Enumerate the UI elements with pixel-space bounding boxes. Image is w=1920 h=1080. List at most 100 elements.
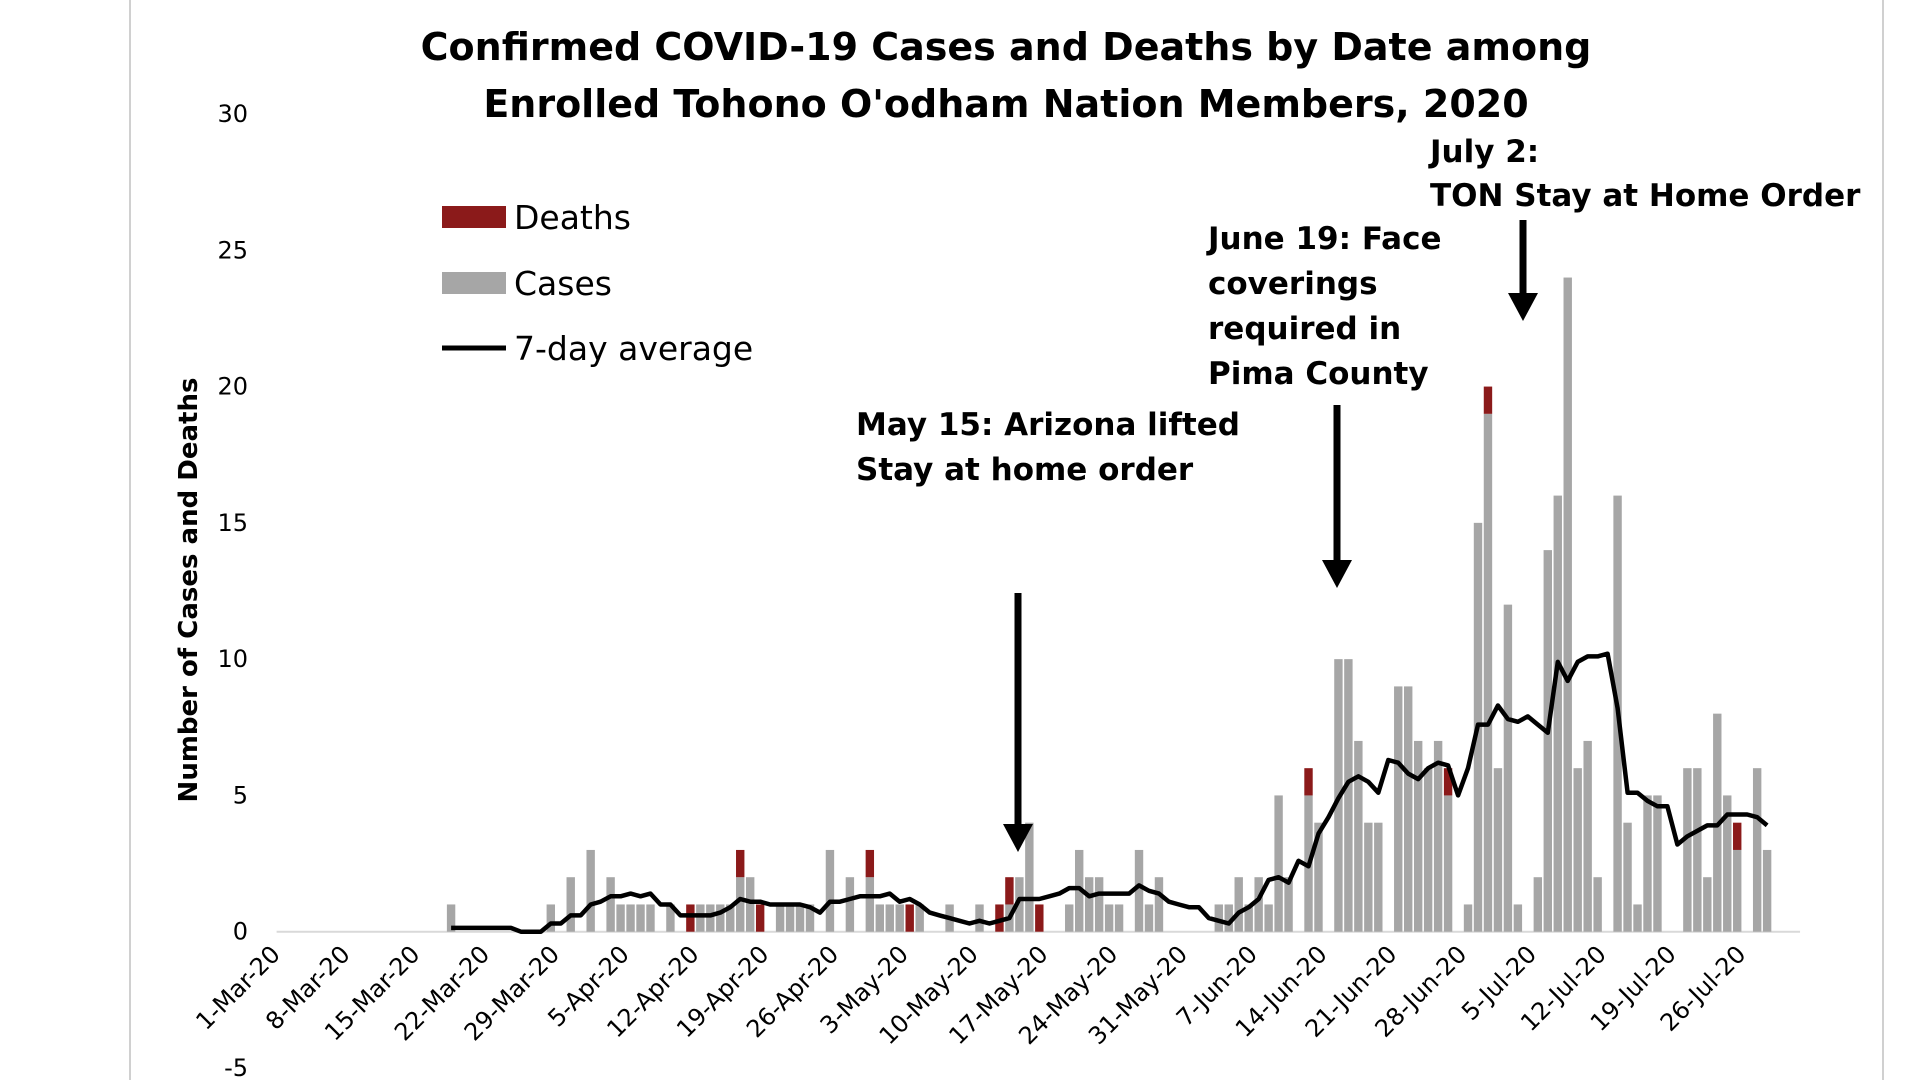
bar (895, 904, 904, 932)
bar (726, 904, 735, 932)
bar (1733, 849, 1742, 932)
bar (1404, 686, 1413, 932)
bar (885, 904, 894, 932)
bar (586, 849, 595, 932)
bar (1413, 740, 1423, 932)
bar (1214, 904, 1223, 932)
bar (875, 904, 884, 932)
chart-title: Confirmed COVID-19 Cases and Deaths by D… (421, 25, 1592, 69)
bar (1443, 768, 1453, 796)
annotation: coverings (1208, 266, 1378, 302)
bar (1543, 550, 1552, 932)
bar (616, 904, 625, 932)
bar (995, 904, 1004, 932)
bar (1144, 904, 1154, 932)
legend-label: Deaths (514, 198, 631, 237)
bar (446, 904, 456, 932)
y-axis-label: Number of Cases and Deaths (174, 378, 204, 803)
bar (1354, 740, 1363, 932)
legend-swatch (442, 272, 506, 294)
annotation: May 15: Arizona lifted (856, 407, 1240, 443)
bar (1633, 904, 1642, 932)
y-tick-label: 15 (217, 509, 248, 537)
bar (1703, 877, 1712, 932)
bar (1035, 904, 1044, 932)
bar (696, 904, 705, 932)
bar (1364, 822, 1373, 932)
bar (546, 904, 555, 932)
bar (1653, 795, 1662, 932)
bar (1274, 795, 1283, 932)
bar (915, 904, 924, 932)
bar (1723, 795, 1732, 932)
bar (1094, 877, 1104, 932)
bar (686, 904, 695, 932)
bar (845, 877, 855, 932)
y-tick-label: 20 (217, 373, 248, 401)
bar (1573, 768, 1582, 932)
bar (1374, 822, 1383, 932)
bar (1394, 686, 1403, 932)
bar (716, 904, 725, 932)
bar (706, 904, 715, 932)
bar (636, 904, 645, 932)
bar (736, 849, 745, 878)
bar (1762, 849, 1772, 932)
bar (1005, 877, 1014, 905)
bar (1104, 904, 1114, 932)
bar (646, 904, 655, 932)
bar (626, 904, 635, 932)
bar (1084, 877, 1094, 932)
y-tick-label: 10 (217, 645, 248, 673)
annotation: Pima County (1208, 356, 1429, 392)
bar (1683, 768, 1692, 932)
annotation: TON Stay at Home Order (1430, 178, 1861, 214)
bar (1154, 877, 1164, 932)
bar (666, 904, 675, 932)
bar (795, 904, 805, 932)
bar (1264, 904, 1273, 932)
bar (736, 877, 745, 932)
bar (1433, 740, 1443, 932)
bar (745, 877, 755, 932)
bar (1503, 604, 1513, 932)
bar (1483, 413, 1493, 932)
annotation: required in (1208, 311, 1401, 347)
bar (1025, 822, 1034, 932)
bar (1643, 795, 1652, 932)
bar (1623, 822, 1632, 932)
bar (1693, 768, 1702, 932)
bar (1065, 904, 1074, 932)
annotation: June 19: Face (1206, 221, 1442, 257)
bar (1344, 659, 1353, 932)
bar (606, 877, 615, 932)
bar (1114, 904, 1124, 932)
bar (1314, 822, 1323, 932)
y-tick-label: 5 (233, 781, 248, 809)
bar (1553, 495, 1562, 932)
y-tick-label: -5 (224, 1054, 248, 1080)
bar (1134, 849, 1144, 932)
bar (1224, 904, 1233, 932)
bar (805, 904, 815, 932)
arrow-head (1003, 824, 1033, 852)
bar (825, 849, 835, 932)
bar (865, 877, 875, 932)
bar (1254, 877, 1263, 932)
bar (566, 877, 575, 932)
bar (905, 904, 914, 932)
bar (1493, 768, 1503, 932)
arrow-head (1508, 293, 1538, 321)
bar (1284, 877, 1293, 932)
bar (865, 849, 875, 878)
chart-title: Enrolled Tohono O'odham Nation Members, … (483, 82, 1528, 126)
bar (1533, 877, 1543, 932)
bar (1563, 277, 1572, 932)
bar (1244, 904, 1253, 932)
bar (1483, 386, 1493, 414)
arrow-head (1322, 560, 1352, 588)
bar (1015, 877, 1024, 932)
bar (975, 904, 984, 932)
bar (1443, 795, 1453, 932)
